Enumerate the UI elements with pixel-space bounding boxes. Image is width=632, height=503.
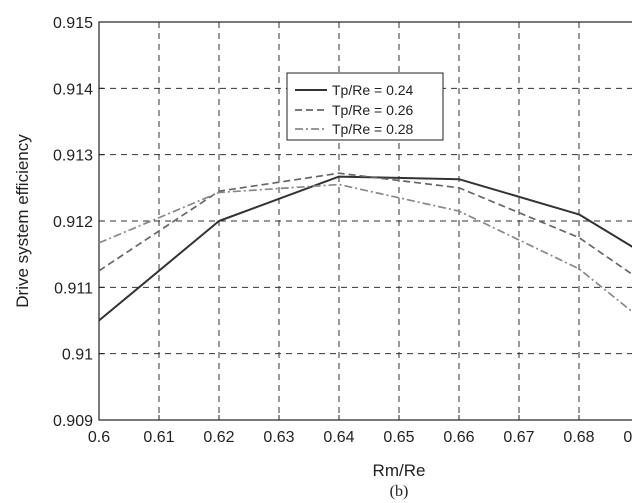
x-tick-label: 0.65 <box>383 429 414 446</box>
y-axis-title: Drive system efficiency <box>13 134 32 308</box>
series-line-1 <box>98 172 632 276</box>
y-axis-ticks: 0.909 0.91 0.911 0.912 0.913 0.914 0.915 <box>53 15 104 430</box>
x-tick-label: 0.69 <box>623 429 632 446</box>
series-line-0 <box>98 175 632 322</box>
y-tick-label: 0.909 <box>53 413 93 430</box>
figure-caption: (b) <box>390 483 409 500</box>
x-tick-label: 0.63 <box>263 429 294 446</box>
y-tick-label: 0.911 <box>54 280 93 297</box>
legend-label-0: Tp/Re = 0.24 <box>332 82 414 98</box>
x-tick-label: 0.66 <box>443 429 474 446</box>
x-tick-label: 0.68 <box>563 429 594 446</box>
x-tick-label: 0.6 <box>88 429 110 446</box>
x-tick-label: 0.64 <box>323 429 354 446</box>
legend-label-1: Tp/Re = 0.26 <box>332 102 414 118</box>
legend-label-2: Tp/Re = 0.28 <box>332 121 414 137</box>
y-tick-label: 0.915 <box>53 15 93 32</box>
x-tick-label: 0.61 <box>143 429 174 446</box>
series-line-2 <box>98 183 632 313</box>
y-tick-label: 0.913 <box>53 148 93 165</box>
series-lines <box>98 172 632 322</box>
legend: Tp/Re = 0.24 Tp/Re = 0.26 Tp/Re = 0.28 <box>286 72 444 141</box>
x-axis-ticks: 0.60.610.620.630.640.650.660.670.680.690… <box>88 415 632 446</box>
x-tick-label: 0.67 <box>503 429 534 446</box>
y-tick-label: 0.912 <box>53 214 93 231</box>
x-tick-label: 0.62 <box>203 429 234 446</box>
x-axis-title: Rm/Re <box>373 461 426 480</box>
y-tick-label: 0.91 <box>62 347 93 364</box>
y-tick-label: 0.914 <box>53 81 93 98</box>
